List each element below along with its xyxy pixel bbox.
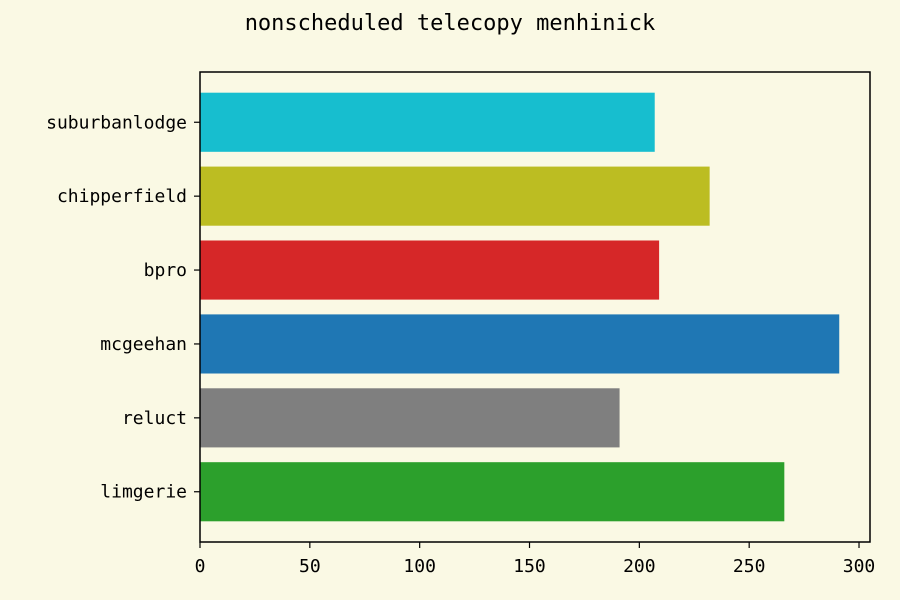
x-tick-label: 100 — [403, 556, 436, 577]
ticks-layer: suburbanlodge chipperfield bpro mcgeehan rel… — [46, 112, 875, 577]
bar-bpro — [200, 240, 660, 300]
y-tick-label: chipperfield — [57, 186, 187, 207]
y-tick-label: bpro — [144, 260, 187, 281]
y-tick-label: mcgeehan — [100, 334, 187, 355]
bar-reluct — [200, 388, 620, 448]
bars-layer — [200, 92, 840, 522]
bar-mcgeehan — [200, 314, 840, 374]
x-tick-label: 50 — [299, 556, 321, 577]
x-tick-label: 200 — [623, 556, 656, 577]
bar-chipperfield — [200, 166, 710, 226]
x-tick-label: 150 — [513, 556, 546, 577]
x-tick-label: 250 — [733, 556, 766, 577]
x-tick-label: 0 — [195, 556, 206, 577]
y-tick-label: suburbanlodge — [46, 112, 187, 133]
y-tick-label: reluct — [122, 408, 187, 429]
bar-limgerie — [200, 462, 785, 522]
bar-suburbanlodge — [200, 92, 655, 152]
chart-title: nonscheduled telecopy menhinick — [245, 11, 656, 36]
plot-frame — [199, 71, 871, 543]
x-tick-label: 300 — [843, 556, 876, 577]
y-tick-label: limgerie — [100, 482, 187, 503]
